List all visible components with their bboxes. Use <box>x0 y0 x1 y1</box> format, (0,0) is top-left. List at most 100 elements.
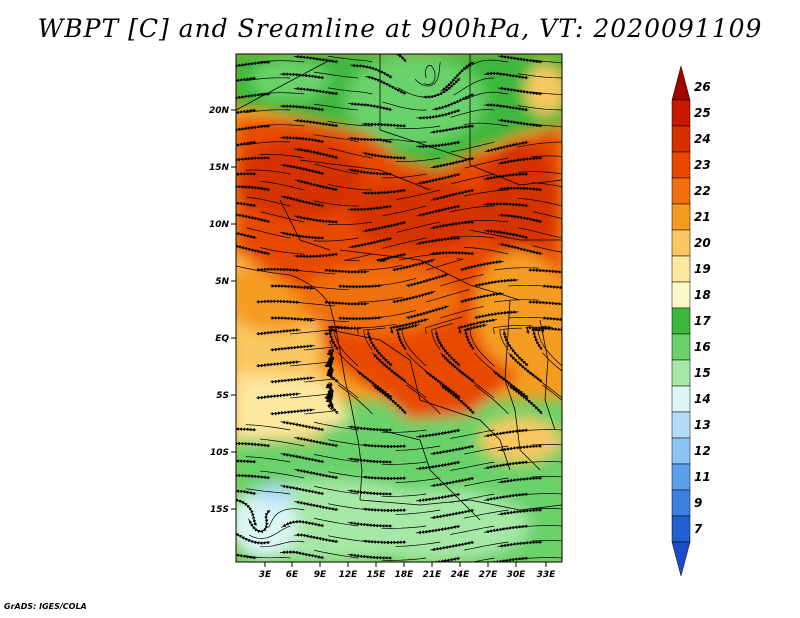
streamline <box>325 361 339 383</box>
streamline <box>392 290 436 304</box>
streamline <box>561 327 562 335</box>
streamline <box>426 258 464 271</box>
streamline <box>430 508 475 520</box>
streamline <box>236 441 271 448</box>
colorbar-label: 22 <box>694 184 711 198</box>
streamline <box>362 220 407 233</box>
lon-label: 18E <box>395 570 415 580</box>
streamline <box>440 306 484 319</box>
colorbar-swatch <box>671 411 691 439</box>
colorbar-label: 18 <box>694 288 711 302</box>
colorbar-swatch <box>671 437 691 465</box>
streamline <box>460 260 505 272</box>
colorbar-label: 14 <box>694 392 711 406</box>
streamline <box>236 60 271 69</box>
streamline <box>294 147 339 160</box>
streamline <box>440 384 475 415</box>
streamline <box>508 384 543 415</box>
streamline <box>293 118 339 128</box>
streamline <box>236 140 257 152</box>
colorbar: 26 25 24 23 22 21 20 19 18 17 16 15 14 13 12 11 9 7 <box>671 65 711 577</box>
colorbar-label: 16 <box>694 340 711 354</box>
streamline <box>483 524 529 534</box>
lon-axis: 3E 6E 9E 12E 15E 18E 21E 24E 27E 30E 33E <box>259 562 556 580</box>
streamline <box>324 300 370 306</box>
streamline <box>458 370 495 399</box>
lon-label: 12E <box>339 570 359 580</box>
streamline <box>532 182 562 188</box>
streamline <box>537 329 562 367</box>
streamline <box>236 184 271 192</box>
streamline <box>293 215 339 224</box>
streamline <box>327 325 349 351</box>
streamline <box>372 384 407 415</box>
colorbar-swatch <box>671 255 691 283</box>
streamline <box>236 108 257 118</box>
streamline <box>347 136 393 144</box>
streamline <box>294 500 339 512</box>
streamline <box>293 86 339 96</box>
streamline <box>361 152 407 160</box>
colorbar-label: 19 <box>694 262 711 276</box>
streamline <box>270 316 315 322</box>
streamline <box>280 195 325 208</box>
streamline <box>416 172 461 185</box>
colorbar-label: 25 <box>694 106 711 120</box>
streamline <box>568 327 587 350</box>
streamline <box>484 229 529 240</box>
streamline <box>531 476 562 478</box>
streamline <box>270 376 315 384</box>
lon-label: 33E <box>537 570 557 580</box>
lat-label: EQ <box>215 334 229 344</box>
streamline <box>256 392 301 400</box>
streamline <box>425 316 463 335</box>
streamline <box>430 476 475 488</box>
colorbar-label: 26 <box>694 80 711 94</box>
streamline <box>469 329 495 367</box>
streamline <box>494 299 539 303</box>
streamline <box>517 141 562 148</box>
colorbar-label: 21 <box>694 210 711 224</box>
colorbar-swatches <box>671 65 691 577</box>
streamline <box>562 302 607 305</box>
streamline <box>236 212 271 224</box>
streamline <box>304 317 349 323</box>
streamline <box>406 305 450 320</box>
streamline <box>256 328 301 336</box>
streamline <box>367 54 407 63</box>
streamline <box>324 268 370 274</box>
lon-label: 15E <box>367 570 387 580</box>
streamline <box>236 200 257 208</box>
streamline <box>416 204 461 217</box>
streamline <box>293 252 339 259</box>
colorbar-swatch <box>671 203 691 231</box>
colorbar-top-arrow <box>671 65 691 101</box>
streamline <box>528 268 562 275</box>
streamline <box>236 473 271 480</box>
streamline <box>429 250 475 256</box>
streamline <box>347 425 393 432</box>
streamline <box>236 172 257 179</box>
streamline <box>361 507 407 513</box>
streamline <box>532 245 562 253</box>
streamline <box>508 352 543 383</box>
streamline <box>415 460 461 471</box>
streamline <box>517 105 562 111</box>
streamline <box>326 372 359 399</box>
streamline <box>531 91 562 95</box>
streamline <box>463 323 488 351</box>
streamline <box>531 540 562 542</box>
streamline <box>365 75 407 96</box>
streamline <box>440 352 475 383</box>
colorbar-label: 23 <box>694 158 711 172</box>
colorbar-label: 13 <box>694 418 711 432</box>
streamline <box>440 274 484 287</box>
streamline <box>270 284 315 290</box>
lat-label: 10S <box>210 448 229 458</box>
streamline <box>517 171 562 175</box>
streamline <box>294 179 339 192</box>
streamline <box>415 140 461 149</box>
streamline <box>347 102 393 112</box>
grads-credit: GrADS: IGES/COLA <box>4 602 87 611</box>
